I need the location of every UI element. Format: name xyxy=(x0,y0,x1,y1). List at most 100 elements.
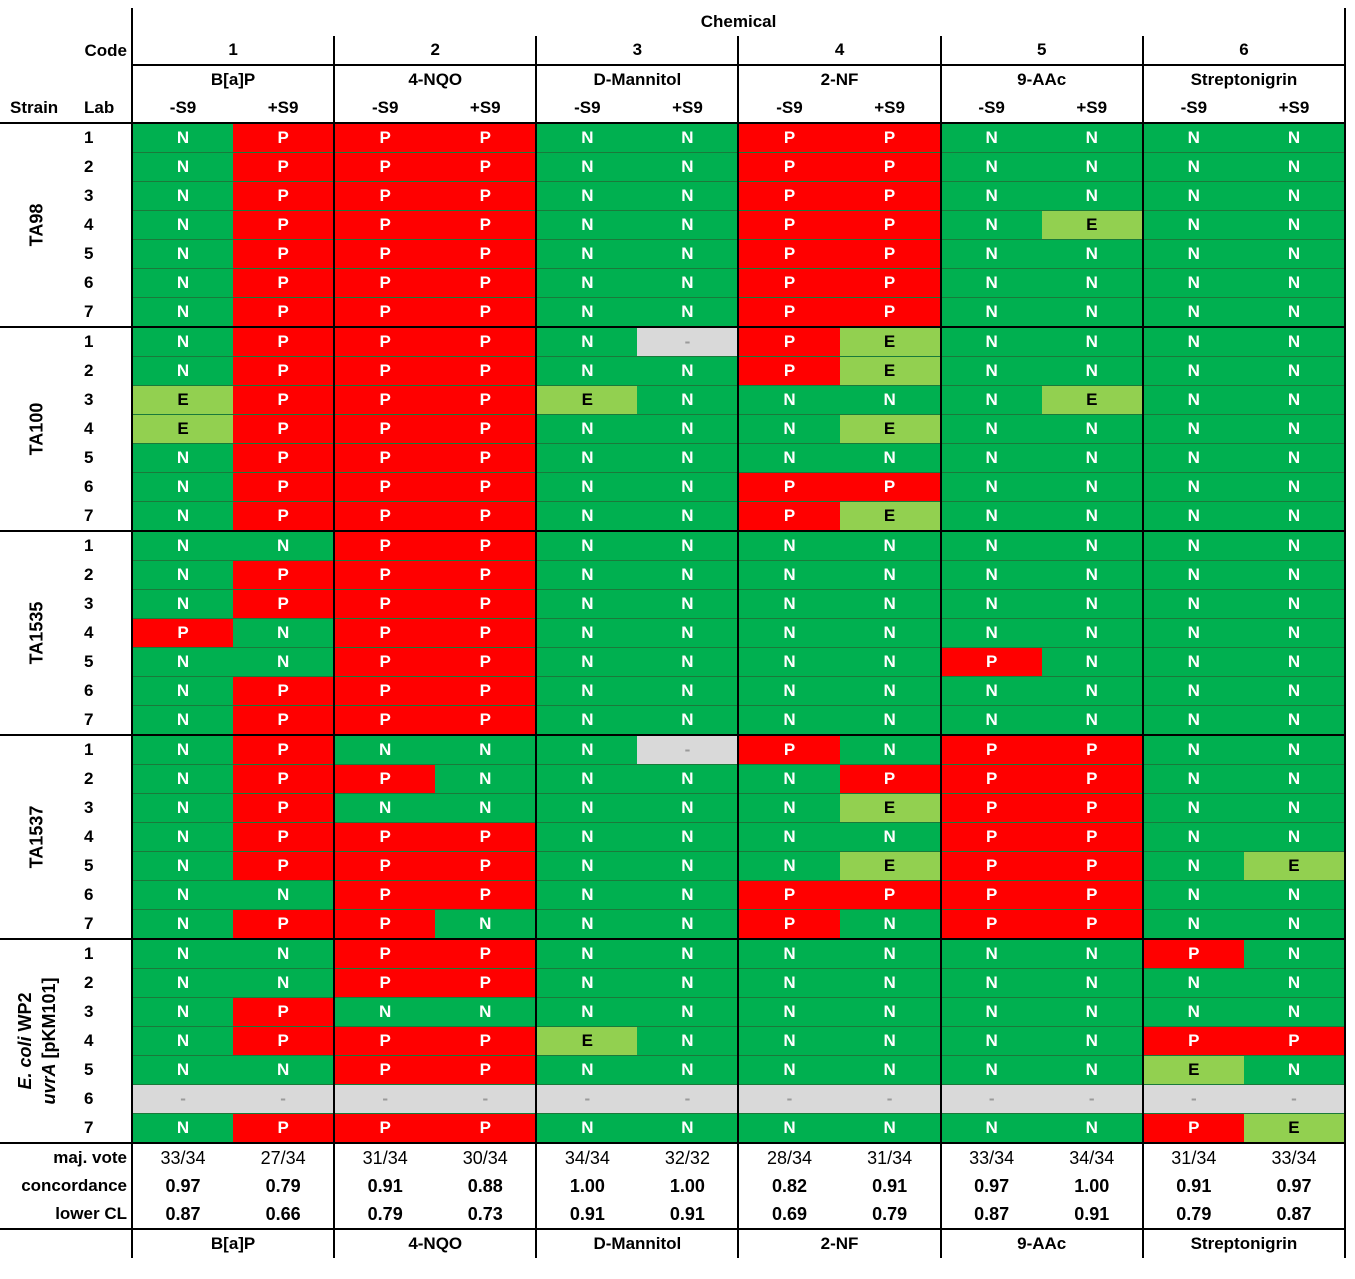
result-cell: N xyxy=(839,997,942,1027)
result-cell: P xyxy=(1243,1026,1347,1056)
result-cell: P xyxy=(1041,909,1144,939)
result-cell: P xyxy=(233,851,336,881)
s9-header: -S9 xyxy=(130,94,234,123)
result-cell: N xyxy=(334,734,436,765)
footer-chemical-name: 2-NF xyxy=(737,1228,942,1258)
code-header: 1 xyxy=(130,36,336,66)
code-header: 3 xyxy=(535,36,740,66)
result-cell: N xyxy=(130,589,234,619)
result-cell: P xyxy=(839,268,942,298)
result-cell: P xyxy=(435,297,538,327)
lab-number: 6 xyxy=(84,273,94,292)
result-cell: E xyxy=(839,793,942,823)
result-cell: P xyxy=(435,705,538,735)
result-cell: P xyxy=(1041,734,1144,765)
result-cell: P xyxy=(435,210,538,240)
result-cell: N xyxy=(637,822,740,852)
result-cell: P xyxy=(839,181,942,211)
chemical-name: B[a]P xyxy=(130,65,336,94)
chemical-name: 4-NQO xyxy=(333,65,538,94)
result-cell: P xyxy=(233,443,336,473)
result-cell: N xyxy=(839,1026,942,1056)
result-cell: P xyxy=(435,443,538,473)
result-cell: N xyxy=(637,268,740,298)
result-cell: N xyxy=(130,997,234,1027)
strain-name-cell: TA100 xyxy=(0,326,74,531)
lab-number: 4 xyxy=(84,827,94,846)
result-cell: N xyxy=(637,297,740,327)
result-cell: N xyxy=(1243,443,1347,473)
result-cell: P xyxy=(233,210,336,240)
chemical-name: D-Mannitol xyxy=(535,65,740,94)
result-cell: N xyxy=(637,938,740,969)
result-cell: P xyxy=(233,1026,336,1056)
lab-number: 4 xyxy=(84,215,94,234)
result-cell: N xyxy=(637,676,740,706)
result-cell: N xyxy=(233,1055,336,1085)
chemical-name: Streptonigrin xyxy=(1141,65,1347,94)
result-cell: N xyxy=(738,560,840,590)
result-cell: N xyxy=(1243,122,1347,153)
strain-name-cell: TA1537 xyxy=(0,734,74,939)
result-cell: N xyxy=(940,705,1042,735)
result-cell: N xyxy=(940,239,1042,269)
result-cell: N xyxy=(940,472,1042,502)
concordance-value: 0.82 xyxy=(771,1175,808,1196)
result-cell: N xyxy=(1041,443,1144,473)
result-cell: N xyxy=(1243,968,1347,998)
lower-cl-value: 0.79 xyxy=(367,1203,403,1224)
result-cell: N xyxy=(1142,297,1244,327)
result-cell: N xyxy=(130,705,234,735)
result-cell: P xyxy=(1142,1026,1244,1056)
result-cell: P xyxy=(738,501,840,531)
maj-vote-value: 31/34 xyxy=(839,1142,942,1172)
result-cell: - xyxy=(1142,1084,1244,1114)
result-cell: N xyxy=(738,647,840,677)
result-cell: N xyxy=(536,793,638,823)
maj-vote-value: 34/34 xyxy=(1041,1142,1144,1172)
result-cell: N xyxy=(334,793,436,823)
result-cell: N xyxy=(130,297,234,327)
concordance-value: 1.00 xyxy=(637,1172,740,1200)
result-cell: E xyxy=(130,414,234,444)
result-cell: N xyxy=(637,530,740,561)
result-cell: P xyxy=(839,210,942,240)
result-cell: N xyxy=(1243,734,1347,765)
result-cell: E xyxy=(1142,1055,1244,1085)
result-cell: P xyxy=(334,1026,436,1056)
result-cell: P xyxy=(435,560,538,590)
result-cell: P xyxy=(233,793,336,823)
result-cell: N xyxy=(130,938,234,969)
result-cell: N xyxy=(637,589,740,619)
result-cell: N xyxy=(130,647,234,677)
maj-vote-label: maj. vote xyxy=(0,1142,132,1172)
result-cell: N xyxy=(1041,589,1144,619)
lab-number: 1 xyxy=(74,530,132,561)
header-row-chemical: Chemical xyxy=(0,8,1347,36)
s9-header: -S9 xyxy=(371,98,399,117)
result-cell: N xyxy=(637,618,740,648)
strain-name-cell: E. coli WP2 uvrA [pKM101] xyxy=(0,938,74,1143)
result-cell: N xyxy=(738,385,840,415)
result-cell: - xyxy=(130,1084,234,1114)
result-cell: N xyxy=(130,734,234,765)
result-cell: P xyxy=(435,589,538,619)
strain-label: Strain xyxy=(10,98,59,117)
result-cell: N xyxy=(839,734,942,765)
result-cell: P xyxy=(334,909,436,939)
gene-italic: uvrA xyxy=(39,1063,59,1105)
result-cell: P xyxy=(839,764,942,794)
result-cell: P xyxy=(839,472,942,502)
strain-row: E. coli WP2 uvrA [pKM101] 1 N N P P N N N N N N P N xyxy=(0,938,1347,1143)
result-cell: P xyxy=(839,880,942,910)
result-cell: N xyxy=(536,822,638,852)
result-cell: P xyxy=(334,764,436,794)
result-cell: P xyxy=(839,152,942,182)
result-cell: P xyxy=(435,647,538,677)
result-cell: N xyxy=(738,1026,840,1056)
result-cell: N xyxy=(839,1055,942,1085)
result-cell: N xyxy=(536,647,638,677)
